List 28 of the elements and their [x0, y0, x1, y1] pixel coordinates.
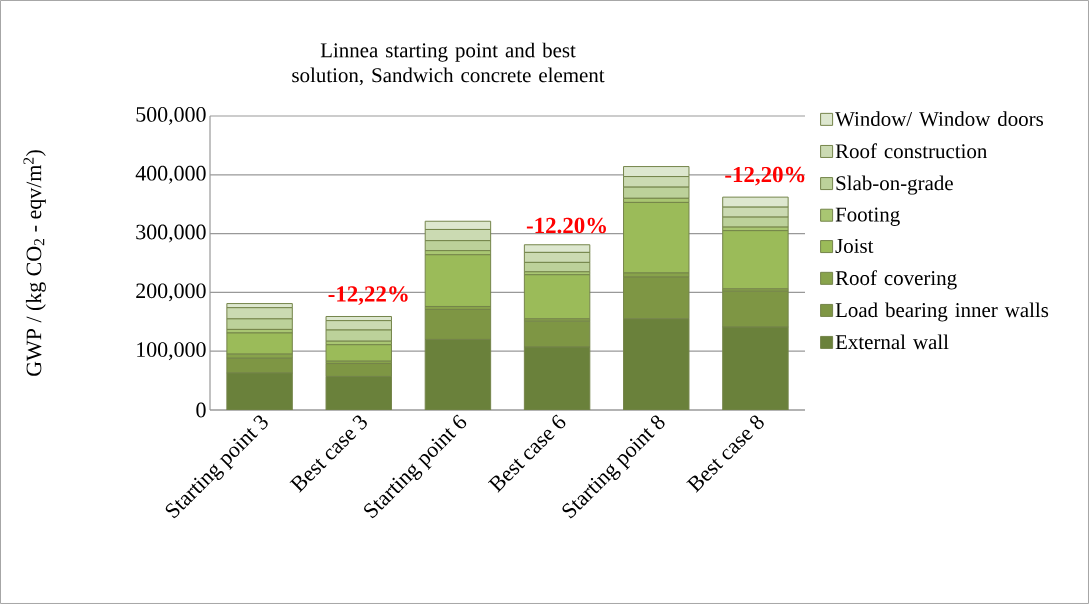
annotation: -12,20% — [725, 166, 805, 186]
bar — [424, 254, 492, 307]
legend-label: Window/ Window doors — [835, 111, 1044, 127]
bar — [226, 332, 293, 355]
legend-label: Roof covering — [835, 270, 957, 290]
y-tick-label: 200,000 — [136, 283, 206, 302]
legend-label: Footing — [835, 207, 900, 226]
y-tick-label: 0 — [196, 402, 206, 418]
legend-label: External wall — [835, 334, 949, 350]
x-tick-label: Best case 3 — [289, 415, 367, 493]
bar — [722, 230, 789, 290]
legend-label: Load bearing inner walls — [835, 302, 1049, 322]
legend-label: Slab-on-grade — [836, 175, 953, 195]
y-tick-label: 300,000 — [136, 224, 206, 243]
annotation: -12,22% — [328, 286, 408, 305]
chart-title: Linnea starting point and best solution, Sandwich concrete element — [292, 42, 605, 86]
y-tick-label: 400,000 — [135, 165, 206, 184]
bar — [523, 274, 591, 320]
bar — [623, 201, 690, 274]
legend-label: Roof construction — [835, 143, 988, 159]
x-tick-label: Best case 8 — [686, 415, 764, 493]
x-tick-label: Best case 6 — [487, 414, 566, 493]
y-tick-label: 100,000 — [137, 342, 206, 361]
y-tick-label: 500,000 — [136, 107, 206, 125]
annotation: -12.20% — [526, 217, 606, 234]
y-axis-title: GWP / (kg CO$_{2}$ - eqv/m$^{2}$) — [23, 150, 46, 376]
bar — [325, 344, 392, 362]
legend-label: Joist — [835, 238, 874, 253]
